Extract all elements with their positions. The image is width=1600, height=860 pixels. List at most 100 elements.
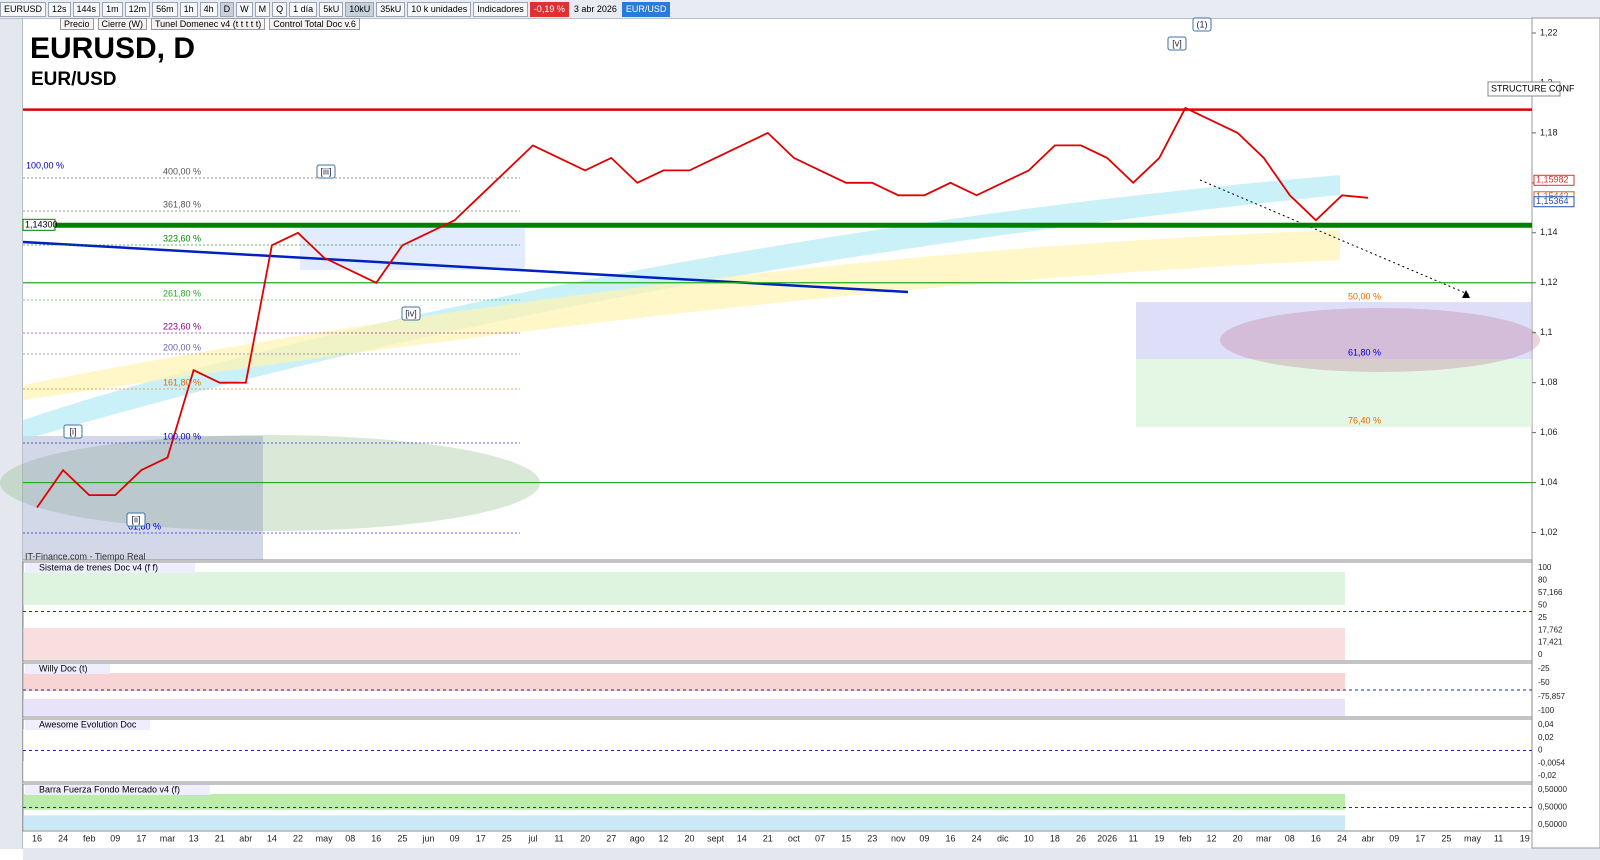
wave-label: [v] xyxy=(1172,38,1182,48)
timeframe-button[interactable]: 12m xyxy=(124,1,151,17)
legend-item[interactable]: Tunel Domenec v4 (t t t t t) xyxy=(151,18,266,30)
panel-axis-label: 0,50000 xyxy=(1538,820,1567,829)
target-arrow xyxy=(1462,290,1470,298)
panel-axis-label: 57,166 xyxy=(1538,588,1563,597)
fib-label: 161,80 % xyxy=(163,377,201,387)
panel-axis-label: 0,04 xyxy=(1538,720,1554,729)
unit-menu[interactable]: 10 k unidades xyxy=(407,1,472,17)
date: 3 abr 2026 xyxy=(573,3,617,14)
price-tag-label: 1,15364 xyxy=(1536,196,1569,206)
fib-label: 200,00 % xyxy=(163,342,201,352)
chart-subtitle: EUR/USD xyxy=(31,69,117,90)
panel-axis-label: -0,02 xyxy=(1538,771,1557,780)
x-tick-label: abr xyxy=(239,833,252,843)
panel-title: Willy Doc (t) xyxy=(39,663,88,673)
y-tick-label: 1,08 xyxy=(1540,377,1558,387)
x-tick-label: 2026 xyxy=(1097,833,1117,843)
timeframe-button[interactable]: 4h xyxy=(199,1,218,17)
x-tick-label: 23 xyxy=(867,833,877,843)
x-tick-label: 17 xyxy=(476,833,486,843)
legend-item[interactable]: Control Total Doc v.6 xyxy=(269,18,360,30)
tool-sidebar xyxy=(0,19,23,849)
y-tick-label: 1,16 xyxy=(1540,177,1558,187)
unit-button[interactable]: 35kU xyxy=(376,1,406,17)
x-tick-label: 09 xyxy=(110,833,120,843)
x-tick-label: 08 xyxy=(345,833,355,843)
x-tick-label: 20 xyxy=(1233,833,1243,843)
level-tag xyxy=(22,218,56,231)
timeframe-button[interactable]: 1h xyxy=(179,1,198,17)
indicators[interactable]: Indicadores xyxy=(473,1,528,17)
fib-label: 76,40 % xyxy=(1348,415,1381,425)
box-zone xyxy=(23,436,263,560)
x-tick-label: 25 xyxy=(502,833,512,843)
timeframe-button[interactable]: 144s xyxy=(72,1,101,17)
x-tick-label: may xyxy=(316,833,334,843)
price-tag xyxy=(1533,191,1575,203)
symbol[interactable]: EURUSD xyxy=(0,1,47,17)
y-tick-label: 1,22 xyxy=(1540,27,1558,37)
panel xyxy=(22,718,1533,783)
x-tick-label: 20 xyxy=(684,833,694,843)
price-tag-label: 1,15982 xyxy=(1536,175,1569,185)
x-tick-label: 16 xyxy=(945,833,955,843)
x-tick-label: 10 xyxy=(1024,833,1034,843)
x-tick-label: 11 xyxy=(1129,833,1138,843)
wave-box xyxy=(316,164,336,179)
trend-line xyxy=(22,240,909,294)
y-tick-label: 1,14 xyxy=(1540,227,1558,237)
fib-label: 50,00 % xyxy=(1348,291,1381,301)
panel-axis-label: 0,50000 xyxy=(1538,803,1567,812)
timeframes: 12s 144s 1m 12m 56m 1h 4h D W M Q xyxy=(48,1,288,17)
ellipse-zone xyxy=(0,435,540,531)
y-tick-label: 1,2 xyxy=(1540,77,1553,87)
change: -0,19 % xyxy=(529,1,569,17)
panel-title-bg xyxy=(25,785,210,795)
panel-zone xyxy=(23,794,1345,810)
x-tick-label: sept xyxy=(707,833,725,843)
x-tick-label: 24 xyxy=(58,833,68,843)
fib-label: 323,60 % xyxy=(163,233,201,243)
timeframe-button[interactable]: Q xyxy=(272,1,288,17)
fib-label: 61,80 % xyxy=(128,521,161,531)
timeframe-button[interactable]: 56m xyxy=(152,1,178,17)
source: IT-Finance.com - Tiempo Real xyxy=(25,551,146,561)
cloud-band xyxy=(23,230,1340,400)
panel-title-bg xyxy=(25,664,110,674)
box-zone xyxy=(300,228,525,270)
timeframe-button[interactable]: 1m xyxy=(102,1,123,17)
y-tick-label: 1,18 xyxy=(1540,127,1558,137)
panel-axis-label: -50 xyxy=(1538,678,1550,687)
x-tick-label: 12 xyxy=(658,833,668,843)
price-tag-label: 1,15442 xyxy=(1536,191,1569,201)
panel-axis-label: 50 xyxy=(1538,600,1547,609)
level-label: 1,14300 xyxy=(25,220,58,230)
unit-button[interactable]: 10kU xyxy=(345,1,375,17)
panel-zone xyxy=(23,729,1345,750)
panel-title: Barra Fuerza Fondo Mercado v4 (f) xyxy=(39,784,180,794)
period[interactable]: 1 día xyxy=(289,1,318,17)
legend-item[interactable]: Cierre (W) xyxy=(97,18,148,30)
panel-title-bg xyxy=(25,563,195,573)
unit-button[interactable]: 5kU xyxy=(319,1,344,17)
timeframe-button[interactable]: M xyxy=(254,1,271,17)
panel-axis-label: 0,02 xyxy=(1538,733,1554,742)
wave-label: (1) xyxy=(1197,19,1208,29)
panel-axis-label: 17,421 xyxy=(1538,638,1563,647)
x-tick-label: 25 xyxy=(397,833,407,843)
x-tick-label: 21 xyxy=(763,833,773,843)
timeframe-button[interactable]: 12s xyxy=(48,1,71,17)
wave-box xyxy=(63,424,83,439)
x-tick-label: 09 xyxy=(919,833,929,843)
y-tick-label: 1,1 xyxy=(1540,327,1553,337)
wave-label: [ii] xyxy=(132,514,141,524)
timeframe-button[interactable]: W xyxy=(236,1,253,17)
timeframe-button[interactable]: D xyxy=(219,1,235,17)
x-tick-label: 20 xyxy=(580,833,590,843)
legend-item[interactable]: Precio xyxy=(60,18,94,30)
x-tick-label: 14 xyxy=(737,833,747,843)
x-tick-label: dic xyxy=(997,833,1009,843)
fib-zone-blue xyxy=(1136,302,1532,359)
panel-title: Sistema de trenes Doc v4 (f f) xyxy=(39,562,158,572)
